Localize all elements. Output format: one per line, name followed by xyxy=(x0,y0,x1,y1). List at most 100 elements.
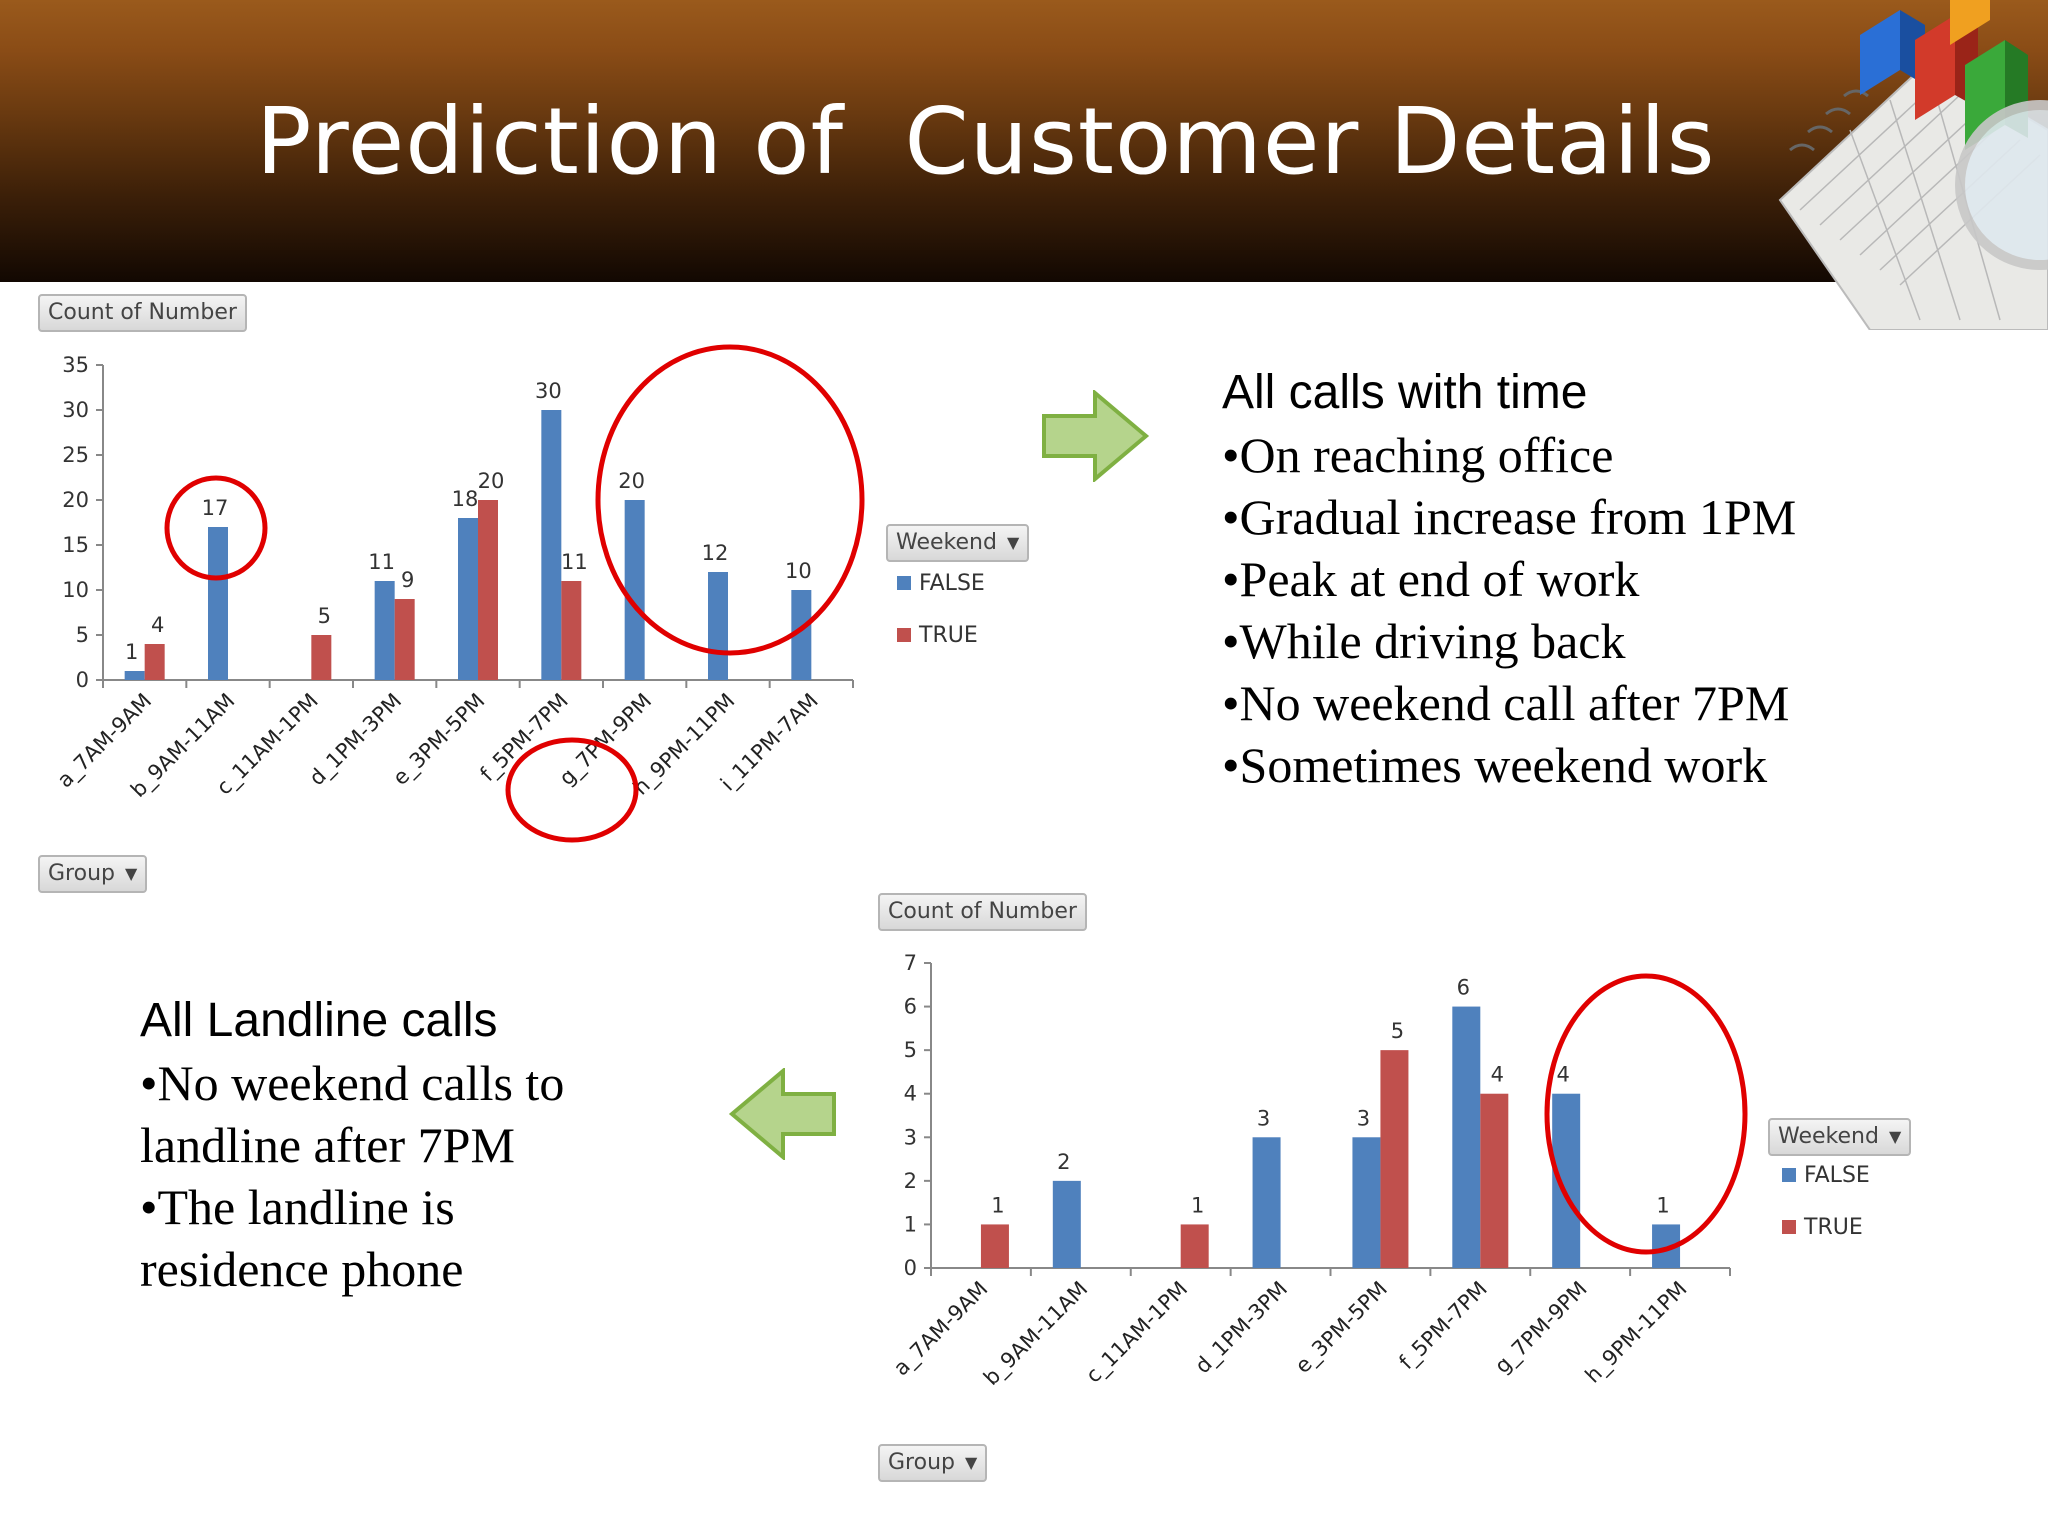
legend-swatch-true xyxy=(1782,1220,1796,1234)
bar-value-label: 18 xyxy=(452,487,479,511)
bar-value-label: 5 xyxy=(1391,1019,1404,1043)
highlight-circle xyxy=(1544,973,1748,1255)
axis-button-label: Group xyxy=(888,1450,955,1475)
bar-value-label: 1 xyxy=(1191,1193,1204,1217)
y-tick-label: 10 xyxy=(62,578,89,602)
bar-true xyxy=(311,635,332,680)
bar-value-label: 5 xyxy=(318,604,331,628)
filter-button-label: Weekend xyxy=(1778,1124,1879,1149)
bullet-item: •No weekend calls to xyxy=(140,1055,565,1111)
bullet-item: •No weekend call after 7PM xyxy=(1222,675,1790,731)
y-tick-label: 7 xyxy=(904,951,917,975)
bar-value-label: 6 xyxy=(1457,976,1470,1000)
bar-true xyxy=(561,581,582,680)
field-button-label: Count of Number xyxy=(48,300,237,325)
bar-false xyxy=(208,527,228,680)
y-tick-label: 1 xyxy=(904,1212,917,1236)
top-annotation-heading: All calls with time xyxy=(1222,366,1588,419)
bar-false xyxy=(1352,1137,1381,1268)
x-category-label: a_7AM-9AM xyxy=(889,1277,993,1381)
y-tick-label: 0 xyxy=(76,668,89,692)
bullet-item: •Sometimes weekend work xyxy=(1222,737,1768,793)
chevron-down-icon: ▼ xyxy=(124,864,138,883)
legend-label: TRUE xyxy=(1803,1215,1863,1240)
bar-false xyxy=(1552,1093,1581,1268)
legend-label: TRUE xyxy=(918,623,978,648)
chevron-down-icon: ▼ xyxy=(1006,533,1020,552)
bar-value-label: 1 xyxy=(1656,1193,1669,1217)
count-of-number-field-button-2[interactable]: Count of Number xyxy=(878,893,1087,931)
highlight-circle xyxy=(505,737,639,843)
bullet-item: •The landline is xyxy=(140,1179,455,1235)
bar-false xyxy=(1252,1137,1281,1268)
x-category-label: h_9PM-11PM xyxy=(1581,1277,1693,1389)
bar-false xyxy=(624,500,645,680)
y-tick-label: 30 xyxy=(62,398,89,422)
legend-swatch-true xyxy=(897,628,911,642)
y-tick-label: 5 xyxy=(76,623,89,647)
bar-value-label: 20 xyxy=(478,469,505,493)
highlight-circle xyxy=(595,344,865,656)
legend-swatch-false xyxy=(897,576,911,590)
weekend-filter-button-2[interactable]: Weekend ▼ xyxy=(1768,1118,1912,1156)
bar-false xyxy=(374,581,395,680)
bar-true xyxy=(980,1224,1009,1268)
bar-value-label: 3 xyxy=(1257,1106,1270,1130)
bullet-item: landline after 7PM xyxy=(140,1117,515,1173)
highlight-circle xyxy=(164,475,268,581)
y-tick-label: 15 xyxy=(62,533,89,557)
filter-button-label: Weekend xyxy=(896,530,997,555)
bar-false xyxy=(458,518,478,680)
y-tick-label: 5 xyxy=(904,1038,917,1062)
bar-value-label: 4 xyxy=(1491,1063,1504,1087)
weekend-filter-button[interactable]: Weekend ▼ xyxy=(886,524,1030,562)
bullet-item: •On reaching office xyxy=(1222,427,1614,483)
calls-by-time-chart: 05101520253035a_7AM-9AMb_9AM-11AMc_11AM-… xyxy=(53,344,985,843)
bar-true xyxy=(1180,1224,1209,1268)
field-button-label: Count of Number xyxy=(888,899,1077,924)
group-axis-button[interactable]: Group ▼ xyxy=(38,855,148,893)
bar-value-label: 12 xyxy=(702,541,729,565)
bullet-item: residence phone xyxy=(140,1241,464,1297)
bar-value-label: 3 xyxy=(1357,1106,1370,1130)
x-category-label: f_5PM-7PM xyxy=(1394,1277,1492,1375)
x-category-label: c_11AM-1PM xyxy=(1081,1277,1193,1389)
left-arrow-icon xyxy=(728,1068,836,1160)
count-of-number-field-button[interactable]: Count of Number xyxy=(38,294,247,332)
bar-value-label: 10 xyxy=(785,559,812,583)
chevron-down-icon: ▼ xyxy=(964,1453,978,1472)
bottom-annotation-panel: All Landline calls •No weekend calls to … xyxy=(140,990,760,1300)
bar-value-label: 11 xyxy=(368,550,395,574)
x-category-label: g_7PM-9PM xyxy=(1490,1277,1592,1379)
bottom-annotation-heading: All Landline calls xyxy=(140,994,498,1047)
chevron-down-icon: ▼ xyxy=(1888,1127,1902,1146)
axis-button-label: Group xyxy=(48,861,115,886)
y-tick-label: 35 xyxy=(62,353,89,377)
y-tick-label: 4 xyxy=(904,1082,917,1106)
bar-value-label: 1 xyxy=(991,1193,1004,1217)
slide-header: Prediction of Customer Details xyxy=(0,0,2048,330)
legend-label: FALSE xyxy=(919,571,985,596)
bar-false xyxy=(541,410,562,680)
bar-value-label: 17 xyxy=(202,496,229,520)
x-category-label: b_9AM-11AM xyxy=(979,1277,1093,1391)
bar-value-label: 1 xyxy=(125,640,138,664)
right-arrow-icon xyxy=(1042,390,1150,482)
legend-swatch-false xyxy=(1782,1168,1796,1182)
y-tick-label: 2 xyxy=(904,1169,917,1193)
y-tick-label: 3 xyxy=(904,1125,917,1149)
bullet-item: •Gradual increase from 1PM xyxy=(1222,489,1797,545)
group-axis-button-2[interactable]: Group ▼ xyxy=(878,1444,988,1482)
y-tick-label: 6 xyxy=(904,995,917,1019)
bar-false xyxy=(708,572,728,680)
legend-label: FALSE xyxy=(1804,1163,1870,1188)
bullet-item: •Peak at end of work xyxy=(1222,551,1640,607)
bar-value-label: 4 xyxy=(151,613,164,637)
bar-true xyxy=(144,644,165,680)
bar-value-label: 30 xyxy=(535,379,562,403)
x-category-label: d_1PM-3PM xyxy=(1190,1277,1292,1379)
y-tick-label: 20 xyxy=(62,488,89,512)
bar-false xyxy=(124,671,145,680)
y-tick-label: 0 xyxy=(904,1256,917,1280)
bar-true xyxy=(1380,1050,1409,1268)
